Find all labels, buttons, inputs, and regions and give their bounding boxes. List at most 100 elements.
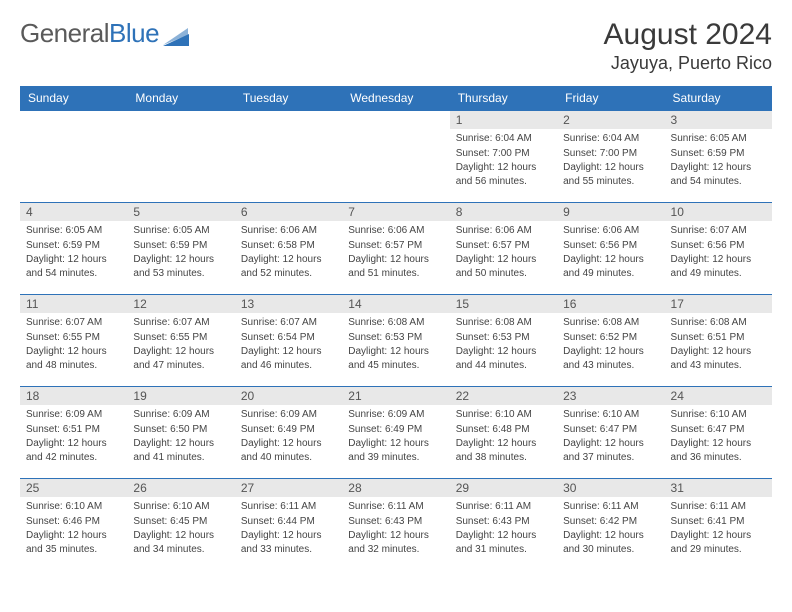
day-details: Sunrise: 6:06 AMSunset: 6:56 PMDaylight:… xyxy=(557,221,664,285)
calendar-day: 8Sunrise: 6:06 AMSunset: 6:57 PMDaylight… xyxy=(450,203,557,295)
day-number: 31 xyxy=(665,479,772,497)
sunrise-text: Sunrise: 6:04 AM xyxy=(563,132,658,146)
daylight-text: Daylight: 12 hours and 39 minutes. xyxy=(348,437,443,464)
weekday-header: Saturday xyxy=(665,86,772,111)
calendar-day: 16Sunrise: 6:08 AMSunset: 6:52 PMDayligh… xyxy=(557,295,664,387)
day-details: Sunrise: 6:11 AMSunset: 6:42 PMDaylight:… xyxy=(557,497,664,561)
sunset-text: Sunset: 6:52 PM xyxy=(563,331,658,345)
daylight-text: Daylight: 12 hours and 56 minutes. xyxy=(456,161,551,188)
day-details: Sunrise: 6:09 AMSunset: 6:49 PMDaylight:… xyxy=(235,405,342,469)
calendar-day: 18Sunrise: 6:09 AMSunset: 6:51 PMDayligh… xyxy=(20,387,127,479)
calendar-table: SundayMondayTuesdayWednesdayThursdayFrid… xyxy=(20,86,772,571)
calendar-day: 3Sunrise: 6:05 AMSunset: 6:59 PMDaylight… xyxy=(665,111,772,203)
day-details: Sunrise: 6:06 AMSunset: 6:58 PMDaylight:… xyxy=(235,221,342,285)
calendar-day: 10Sunrise: 6:07 AMSunset: 6:56 PMDayligh… xyxy=(665,203,772,295)
daylight-text: Daylight: 12 hours and 51 minutes. xyxy=(348,253,443,280)
day-details: Sunrise: 6:08 AMSunset: 6:51 PMDaylight:… xyxy=(665,313,772,377)
day-number: 22 xyxy=(450,387,557,405)
day-details: Sunrise: 6:07 AMSunset: 6:55 PMDaylight:… xyxy=(127,313,234,377)
sunset-text: Sunset: 6:53 PM xyxy=(456,331,551,345)
day-number: 11 xyxy=(20,295,127,313)
calendar-week: 18Sunrise: 6:09 AMSunset: 6:51 PMDayligh… xyxy=(20,387,772,479)
day-number: 20 xyxy=(235,387,342,405)
sunrise-text: Sunrise: 6:07 AM xyxy=(671,224,766,238)
sunrise-text: Sunrise: 6:10 AM xyxy=(671,408,766,422)
calendar-day: 11Sunrise: 6:07 AMSunset: 6:55 PMDayligh… xyxy=(20,295,127,387)
sunrise-text: Sunrise: 6:11 AM xyxy=(671,500,766,514)
sunset-text: Sunset: 6:55 PM xyxy=(133,331,228,345)
logo-icon xyxy=(163,28,189,46)
daylight-text: Daylight: 12 hours and 45 minutes. xyxy=(348,345,443,372)
sunrise-text: Sunrise: 6:10 AM xyxy=(26,500,121,514)
calendar-body: 1Sunrise: 6:04 AMSunset: 7:00 PMDaylight… xyxy=(20,111,772,571)
day-details: Sunrise: 6:10 AMSunset: 6:46 PMDaylight:… xyxy=(20,497,127,561)
calendar-day: 12Sunrise: 6:07 AMSunset: 6:55 PMDayligh… xyxy=(127,295,234,387)
sunrise-text: Sunrise: 6:08 AM xyxy=(456,316,551,330)
day-number: 13 xyxy=(235,295,342,313)
calendar-week: 11Sunrise: 6:07 AMSunset: 6:55 PMDayligh… xyxy=(20,295,772,387)
sunset-text: Sunset: 6:43 PM xyxy=(348,515,443,529)
weekday-header: Monday xyxy=(127,86,234,111)
day-number: 16 xyxy=(557,295,664,313)
calendar-day: 30Sunrise: 6:11 AMSunset: 6:42 PMDayligh… xyxy=(557,479,664,571)
day-number: 6 xyxy=(235,203,342,221)
daylight-text: Daylight: 12 hours and 38 minutes. xyxy=(456,437,551,464)
sunrise-text: Sunrise: 6:06 AM xyxy=(241,224,336,238)
sunset-text: Sunset: 6:59 PM xyxy=(26,239,121,253)
sunset-text: Sunset: 6:42 PM xyxy=(563,515,658,529)
daylight-text: Daylight: 12 hours and 50 minutes. xyxy=(456,253,551,280)
calendar-day: 23Sunrise: 6:10 AMSunset: 6:47 PMDayligh… xyxy=(557,387,664,479)
sunrise-text: Sunrise: 6:05 AM xyxy=(26,224,121,238)
sunrise-text: Sunrise: 6:07 AM xyxy=(241,316,336,330)
sunrise-text: Sunrise: 6:08 AM xyxy=(671,316,766,330)
location: Jayuya, Puerto Rico xyxy=(604,53,772,74)
day-number: 3 xyxy=(665,111,772,129)
sunrise-text: Sunrise: 6:07 AM xyxy=(133,316,228,330)
day-number: 9 xyxy=(557,203,664,221)
daylight-text: Daylight: 12 hours and 33 minutes. xyxy=(241,529,336,556)
day-details: Sunrise: 6:11 AMSunset: 6:44 PMDaylight:… xyxy=(235,497,342,561)
daylight-text: Daylight: 12 hours and 54 minutes. xyxy=(26,253,121,280)
sunrise-text: Sunrise: 6:11 AM xyxy=(241,500,336,514)
title-block: August 2024 Jayuya, Puerto Rico xyxy=(604,18,772,74)
sunrise-text: Sunrise: 6:08 AM xyxy=(348,316,443,330)
day-number: 29 xyxy=(450,479,557,497)
daylight-text: Daylight: 12 hours and 43 minutes. xyxy=(563,345,658,372)
sunset-text: Sunset: 6:49 PM xyxy=(241,423,336,437)
sunrise-text: Sunrise: 6:10 AM xyxy=(456,408,551,422)
sunset-text: Sunset: 6:44 PM xyxy=(241,515,336,529)
daylight-text: Daylight: 12 hours and 29 minutes. xyxy=(671,529,766,556)
logo-part1: General xyxy=(20,18,109,49)
daylight-text: Daylight: 12 hours and 43 minutes. xyxy=(671,345,766,372)
sunrise-text: Sunrise: 6:06 AM xyxy=(456,224,551,238)
day-details: Sunrise: 6:08 AMSunset: 6:53 PMDaylight:… xyxy=(342,313,449,377)
day-details: Sunrise: 6:10 AMSunset: 6:47 PMDaylight:… xyxy=(557,405,664,469)
sunset-text: Sunset: 6:43 PM xyxy=(456,515,551,529)
day-details: Sunrise: 6:09 AMSunset: 6:51 PMDaylight:… xyxy=(20,405,127,469)
day-details: Sunrise: 6:08 AMSunset: 6:53 PMDaylight:… xyxy=(450,313,557,377)
sunset-text: Sunset: 6:53 PM xyxy=(348,331,443,345)
sunset-text: Sunset: 6:46 PM xyxy=(26,515,121,529)
calendar-day: 27Sunrise: 6:11 AMSunset: 6:44 PMDayligh… xyxy=(235,479,342,571)
sunset-text: Sunset: 6:51 PM xyxy=(26,423,121,437)
calendar-day: 21Sunrise: 6:09 AMSunset: 6:49 PMDayligh… xyxy=(342,387,449,479)
sunrise-text: Sunrise: 6:09 AM xyxy=(133,408,228,422)
weekday-header: Friday xyxy=(557,86,664,111)
day-number: 1 xyxy=(450,111,557,129)
calendar-day: 31Sunrise: 6:11 AMSunset: 6:41 PMDayligh… xyxy=(665,479,772,571)
daylight-text: Daylight: 12 hours and 49 minutes. xyxy=(563,253,658,280)
daylight-text: Daylight: 12 hours and 34 minutes. xyxy=(133,529,228,556)
calendar-day xyxy=(127,111,234,203)
sunrise-text: Sunrise: 6:11 AM xyxy=(563,500,658,514)
day-number: 28 xyxy=(342,479,449,497)
calendar-day: 22Sunrise: 6:10 AMSunset: 6:48 PMDayligh… xyxy=(450,387,557,479)
day-details: Sunrise: 6:07 AMSunset: 6:55 PMDaylight:… xyxy=(20,313,127,377)
sunrise-text: Sunrise: 6:09 AM xyxy=(26,408,121,422)
calendar-day: 6Sunrise: 6:06 AMSunset: 6:58 PMDaylight… xyxy=(235,203,342,295)
calendar-day: 2Sunrise: 6:04 AMSunset: 7:00 PMDaylight… xyxy=(557,111,664,203)
day-details: Sunrise: 6:07 AMSunset: 6:54 PMDaylight:… xyxy=(235,313,342,377)
sunrise-text: Sunrise: 6:04 AM xyxy=(456,132,551,146)
day-number: 8 xyxy=(450,203,557,221)
sunset-text: Sunset: 6:55 PM xyxy=(26,331,121,345)
daylight-text: Daylight: 12 hours and 42 minutes. xyxy=(26,437,121,464)
